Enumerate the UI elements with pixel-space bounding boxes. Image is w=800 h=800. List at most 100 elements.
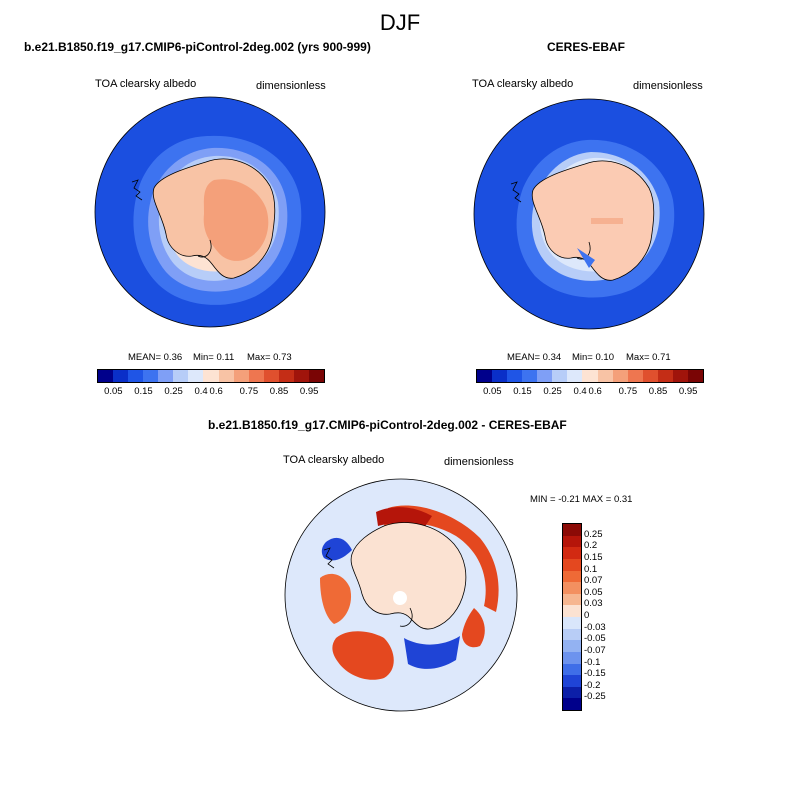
colorbar-tick-label: 0 <box>584 610 590 621</box>
colorbar-swatch <box>563 535 581 548</box>
colorbar-swatch <box>672 370 688 382</box>
colorbar-swatch <box>563 617 581 629</box>
main-title: DJF <box>379 10 421 35</box>
panel-1-units-label: dimensionless <box>256 80 326 92</box>
colorbar-swatch <box>563 605 581 617</box>
colorbar-swatch <box>522 370 538 382</box>
panel-1-variable-label: TOA clearsky albedo <box>95 78 197 90</box>
colorbar-swatch <box>248 370 264 382</box>
colorbar-swatch <box>188 370 204 382</box>
panel-2-polar-map <box>473 98 705 330</box>
colorbar-tick-label: 0.85 <box>648 386 668 397</box>
colorbar-tick-label: 0.75 <box>239 386 259 397</box>
colorbar-tick-label: 0.85 <box>269 386 289 397</box>
colorbar-tick-label: 0.05 <box>483 386 502 397</box>
colorbar-swatch <box>477 370 493 382</box>
panel-2-title: CERES-EBAF <box>547 40 626 54</box>
colorbar-tick-label: -0.05 <box>584 633 606 645</box>
panel-2-colorbar-labels: 0.05 0.15 0.25 0.4 0.6 0.75 0.85 0.95 <box>476 386 704 398</box>
panel-1-max: Max= 0.73 <box>247 352 292 363</box>
colorbar-swatch <box>612 370 628 382</box>
colorbar-tick-label: 0.07 <box>584 575 603 587</box>
difference-units-label: dimensionless <box>444 456 514 468</box>
colorbar-swatch <box>563 686 581 699</box>
panel-1-min: Min= 0.11 <box>193 352 235 363</box>
colorbar-swatch <box>507 370 523 382</box>
difference-variable-label: TOA clearsky albedo <box>283 454 385 466</box>
colorbar-tick-label: -0.2 <box>584 679 601 691</box>
colorbar-swatch <box>582 370 598 382</box>
colorbar-swatch <box>158 370 174 382</box>
colorbar-tick-label: -0.1 <box>584 656 601 668</box>
colorbar-tick-label: 0.75 <box>618 386 638 397</box>
panel-1-polar-map <box>94 96 326 328</box>
panel-2-max: Max= 0.71 <box>626 352 671 363</box>
colorbar-tick-label: -0.15 <box>584 668 606 680</box>
colorbar-tick-label: 0.4 <box>573 386 587 397</box>
colorbar-swatch <box>657 370 673 382</box>
difference-polar-map <box>284 478 518 712</box>
colorbar-tick-label: 0.15 <box>513 386 532 397</box>
colorbar-swatch <box>563 663 581 676</box>
panel-1-title: b.e21.B1850.f19_g17.CMIP6-piControl-2deg… <box>24 40 371 54</box>
colorbar-swatch <box>563 593 581 606</box>
colorbar-swatch <box>552 370 568 382</box>
colorbar-tick-label: 0.05 <box>584 586 603 598</box>
difference-title: b.e21.B1850.f19_g17.CMIP6-piControl-2deg… <box>208 418 567 432</box>
colorbar-tick-label: 0.6 <box>588 386 602 397</box>
colorbar-tick-label: -0.25 <box>584 691 606 703</box>
colorbar-swatch <box>627 370 643 382</box>
panel-2-colorbar <box>476 369 704 383</box>
colorbar-swatch <box>563 558 581 571</box>
colorbar-swatch <box>218 370 234 382</box>
panel-2-units-label: dimensionless <box>633 80 703 92</box>
colorbar-swatch <box>563 675 581 687</box>
colorbar-tick-label: -0.07 <box>584 644 606 656</box>
panel-2-variable-label: TOA clearsky albedo <box>472 78 574 90</box>
colorbar-swatch <box>563 524 581 536</box>
difference-colorbar-labels: 0.25 0.2 0.15 0.1 0.07 0.05 0.03 0 -0.03 -0.05 -0.… <box>584 523 624 711</box>
colorbar-tick-label: 0.1 <box>584 563 598 575</box>
colorbar-tick-label: 0.4 <box>194 386 208 397</box>
colorbar-tick-label: 0.25 <box>164 386 183 397</box>
colorbar-swatch <box>128 370 144 382</box>
difference-minmax: MIN = -0.21 MAX = 0.31 <box>530 494 633 505</box>
panel-2-mean: MEAN= 0.34 <box>507 352 562 363</box>
colorbar-tick-label: 0.15 <box>584 551 603 563</box>
colorbar-tick-label: 0.25 <box>584 528 603 540</box>
colorbar-swatch <box>563 582 581 594</box>
colorbar-swatch <box>563 698 581 710</box>
colorbar-swatch <box>113 370 129 382</box>
panel-1-mean: MEAN= 0.36 <box>128 352 183 363</box>
panel-2-min: Min= 0.10 <box>572 352 614 363</box>
colorbar-swatch <box>233 370 249 382</box>
panel-1-colorbar <box>97 369 325 383</box>
colorbar-swatch <box>98 370 114 382</box>
colorbar-swatch <box>537 370 553 382</box>
colorbar-tick-label: -0.03 <box>584 621 606 633</box>
colorbar-swatch <box>293 370 309 382</box>
colorbar-swatch <box>563 547 581 559</box>
colorbar-swatch <box>687 370 703 382</box>
colorbar-swatch <box>563 628 581 641</box>
colorbar-swatch <box>563 570 581 583</box>
colorbar-swatch <box>642 370 658 382</box>
colorbar-swatch <box>308 370 324 382</box>
colorbar-tick-label: 0.6 <box>209 386 223 397</box>
colorbar-tick-label: 0.2 <box>584 540 598 552</box>
panel-1-colorbar-labels: 0.05 0.15 0.25 0.4 0.6 0.75 0.85 0.95 <box>97 386 325 398</box>
difference-colorbar <box>562 523 582 711</box>
colorbar-swatch <box>563 640 581 652</box>
colorbar-swatch <box>203 370 219 382</box>
colorbar-swatch <box>567 370 583 382</box>
colorbar-swatch <box>563 651 581 664</box>
colorbar-tick-label: 0.95 <box>678 386 698 397</box>
colorbar-swatch <box>278 370 294 382</box>
colorbar-tick-label: 0.25 <box>543 386 562 397</box>
colorbar-swatch <box>597 370 613 382</box>
colorbar-tick-label: 0.95 <box>299 386 319 397</box>
colorbar-swatch <box>263 370 279 382</box>
colorbar-swatch <box>173 370 189 382</box>
colorbar-tick-label: 0.05 <box>104 386 123 397</box>
colorbar-swatch <box>492 370 508 382</box>
